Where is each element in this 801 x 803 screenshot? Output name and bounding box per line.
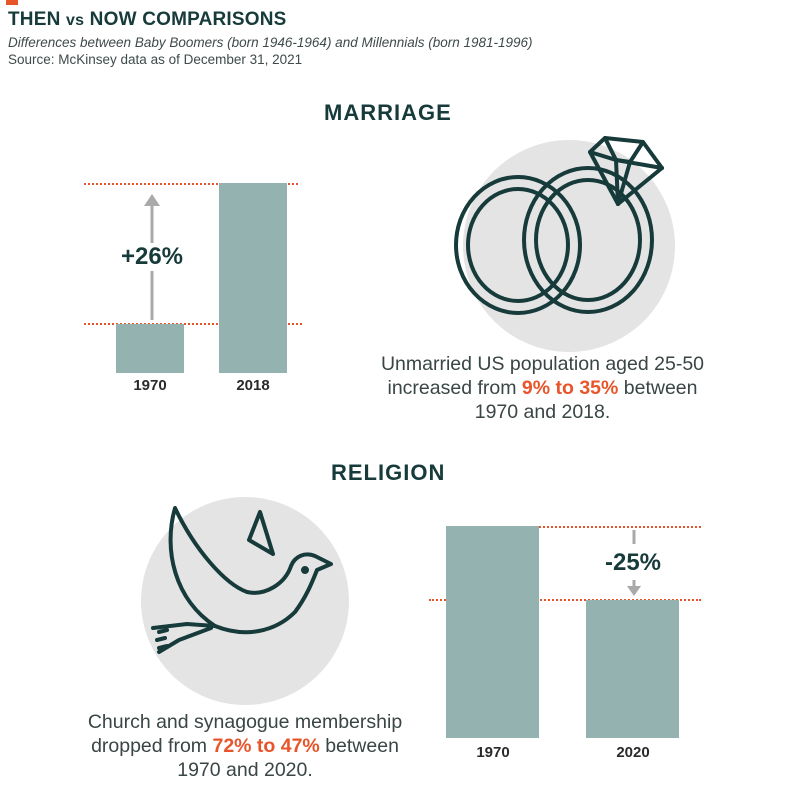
- religion-caption-post: between 1970 and 2020.: [177, 735, 399, 781]
- marriage-tick-2018: 2018: [236, 377, 270, 394]
- marriage-change-label: +26%: [107, 243, 197, 271]
- marriage-tick-1970: 1970: [133, 377, 167, 394]
- source-note: Source: McKinsey data as of December 31,…: [8, 52, 303, 67]
- accent-mark: [6, 0, 18, 5]
- religion-high-line: [539, 526, 701, 528]
- wedding-rings-icon: [454, 136, 664, 315]
- marriage-section-title: MARRIAGE: [324, 100, 452, 125]
- dove-icon: [151, 506, 333, 654]
- religion-icon-circle: [141, 497, 349, 705]
- page-subtitle: Differences between Baby Boomers (born 1…: [8, 35, 533, 50]
- title-vs: vs: [66, 12, 85, 29]
- religion-bar-2020: [586, 599, 679, 738]
- marriage-high-line: [84, 183, 298, 185]
- religion-tick-1970: 1970: [476, 744, 510, 761]
- religion-tick-2020: 2020: [616, 744, 650, 761]
- religion-caption-highlight: 72% to 47%: [212, 735, 320, 757]
- religion-section-title: RELIGION: [331, 460, 446, 485]
- marriage-caption-highlight: 9% to 35%: [521, 377, 619, 399]
- religion-caption: Church and synagogue membership dropped …: [80, 710, 410, 782]
- title-then: THEN: [8, 9, 66, 30]
- marriage-bar-2018: [219, 183, 287, 373]
- title-rest: NOW COMPARISONS: [84, 9, 287, 30]
- marriage-caption: Unmarried US population aged 25-50 incre…: [370, 352, 715, 424]
- marriage-caption-post: between 1970 and 2018.: [474, 377, 698, 423]
- religion-caption-pre: Church and synagogue membership dropped …: [87, 711, 403, 757]
- page-title: THEN vs NOW COMPARISONS: [8, 9, 287, 31]
- religion-low-line: [429, 599, 701, 601]
- marriage-low-line: [84, 323, 302, 325]
- religion-down-arrow-icon: [627, 530, 641, 596]
- religion-bar-1970: [446, 526, 539, 738]
- marriage-bar-1970: [116, 324, 184, 373]
- religion-change-label: -25%: [604, 549, 662, 576]
- marriage-caption-pre: Unmarried US population aged 25-50 incre…: [380, 353, 705, 399]
